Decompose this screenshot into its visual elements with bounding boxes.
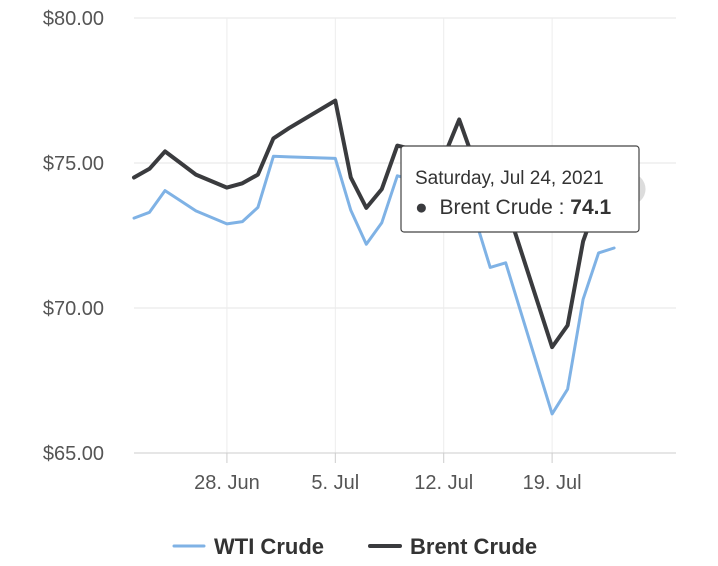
x-tick-label: 28. Jun	[194, 472, 260, 494]
tooltip-value: 74.1	[570, 196, 611, 219]
x-tick-label: 5. Jul	[311, 472, 359, 494]
series-line-wti-crude[interactable]	[132, 154, 616, 416]
x-tick-label: 19. Jul	[523, 472, 582, 494]
tooltip-bullet: ●	[415, 196, 428, 219]
tooltip-date: Saturday, Jul 24, 2021	[415, 168, 604, 189]
legend: WTI Crude Brent Crude	[172, 534, 537, 559]
grid-layer	[134, 17, 676, 454]
tooltip: Saturday, Jul 24, 2021 ● Brent Crude : 7…	[400, 145, 640, 233]
tooltip-value-line: ● Brent Crude : 74.1	[415, 196, 611, 219]
y-tick-label: $70.00	[43, 298, 104, 320]
y-tick-label: $75.00	[43, 153, 104, 175]
tooltip-series-name: Brent Crude	[440, 196, 553, 219]
series-line-brent-crude[interactable]	[132, 98, 632, 350]
tooltip-box	[400, 145, 640, 233]
y-tick-label: $80.00	[43, 8, 104, 30]
legend-label[interactable]: WTI Crude	[214, 534, 324, 559]
tooltip-separator: :	[559, 196, 571, 219]
x-tick-label: 12. Jul	[414, 472, 473, 494]
y-tick-label: $65.00	[43, 443, 104, 465]
legend-label[interactable]: Brent Crude	[410, 534, 537, 559]
axis-layer: $80.00 $75.00 $70.00 $65.00 28. Jun 5. Jul 12.…	[43, 8, 676, 494]
